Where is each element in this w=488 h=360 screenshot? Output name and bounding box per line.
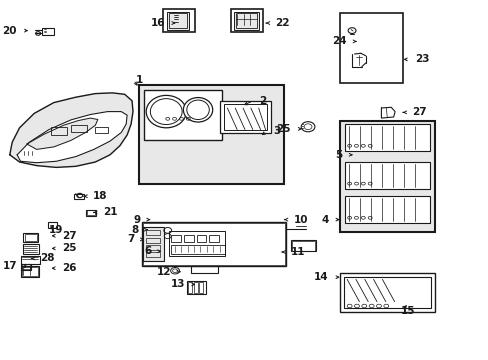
Bar: [20, 266, 39, 277]
Text: 1: 1: [136, 75, 142, 85]
Text: 7: 7: [127, 234, 134, 244]
Text: 11: 11: [290, 247, 305, 257]
Ellipse shape: [146, 95, 186, 128]
Text: 9: 9: [133, 215, 141, 225]
Bar: [71, 125, 86, 132]
Text: 3: 3: [272, 126, 280, 136]
Text: 15: 15: [400, 306, 415, 316]
Text: 12: 12: [156, 267, 171, 277]
Text: 17: 17: [2, 261, 17, 271]
Text: 14: 14: [313, 272, 328, 282]
Bar: [339, 121, 434, 232]
Bar: [168, 13, 187, 28]
Text: 21: 21: [102, 207, 117, 217]
Bar: [144, 90, 222, 140]
Bar: [344, 162, 429, 189]
Text: 18: 18: [93, 191, 107, 201]
Text: 26: 26: [62, 263, 77, 273]
Ellipse shape: [183, 98, 212, 122]
Text: 19: 19: [49, 225, 63, 235]
Bar: [233, 12, 259, 30]
Bar: [142, 222, 285, 266]
Bar: [290, 240, 316, 251]
Bar: [139, 85, 283, 184]
Bar: [51, 127, 67, 135]
Bar: [21, 264, 30, 269]
Bar: [145, 252, 160, 257]
Text: 16: 16: [150, 18, 165, 28]
Bar: [167, 12, 189, 30]
Bar: [235, 13, 257, 28]
Text: 2: 2: [259, 96, 266, 106]
Text: 4: 4: [321, 215, 328, 225]
Bar: [186, 281, 206, 294]
Text: 27: 27: [62, 231, 77, 241]
Bar: [230, 9, 262, 32]
Text: 25: 25: [62, 243, 77, 253]
Bar: [183, 235, 193, 242]
Bar: [209, 235, 219, 242]
Text: 24: 24: [332, 36, 346, 46]
Bar: [85, 210, 96, 216]
Bar: [344, 124, 429, 151]
Bar: [20, 256, 40, 264]
Bar: [344, 196, 429, 223]
Text: 28: 28: [40, 253, 55, 264]
Bar: [145, 230, 160, 235]
Text: 5: 5: [334, 150, 342, 160]
Bar: [171, 245, 224, 254]
Bar: [339, 13, 403, 83]
Bar: [190, 266, 217, 273]
Polygon shape: [27, 118, 98, 149]
Bar: [220, 101, 271, 133]
Bar: [20, 264, 31, 270]
Bar: [291, 241, 315, 251]
Text: 27: 27: [411, 107, 426, 117]
Polygon shape: [17, 112, 127, 163]
Bar: [48, 222, 57, 228]
Text: 25: 25: [276, 124, 290, 134]
Bar: [25, 234, 37, 241]
Bar: [171, 235, 181, 242]
Bar: [163, 9, 194, 32]
Bar: [193, 282, 197, 293]
Bar: [168, 231, 224, 256]
Text: 20: 20: [2, 26, 17, 36]
Text: 6: 6: [144, 246, 151, 256]
Bar: [199, 282, 203, 293]
Bar: [143, 227, 163, 261]
Bar: [95, 127, 107, 133]
Bar: [41, 28, 54, 35]
Bar: [145, 245, 160, 250]
Bar: [23, 244, 39, 254]
Bar: [145, 238, 160, 243]
Text: 22: 22: [274, 18, 289, 28]
Bar: [74, 194, 84, 199]
Bar: [339, 273, 434, 312]
Bar: [22, 267, 38, 276]
Text: 13: 13: [170, 279, 184, 289]
Text: 8: 8: [131, 225, 138, 235]
Bar: [343, 277, 430, 308]
Polygon shape: [10, 93, 133, 167]
Text: 23: 23: [414, 54, 428, 64]
Text: 10: 10: [293, 215, 307, 225]
Bar: [86, 210, 95, 215]
Bar: [23, 233, 38, 242]
Bar: [142, 223, 285, 265]
Bar: [196, 235, 206, 242]
Bar: [224, 104, 267, 130]
Bar: [188, 282, 192, 293]
